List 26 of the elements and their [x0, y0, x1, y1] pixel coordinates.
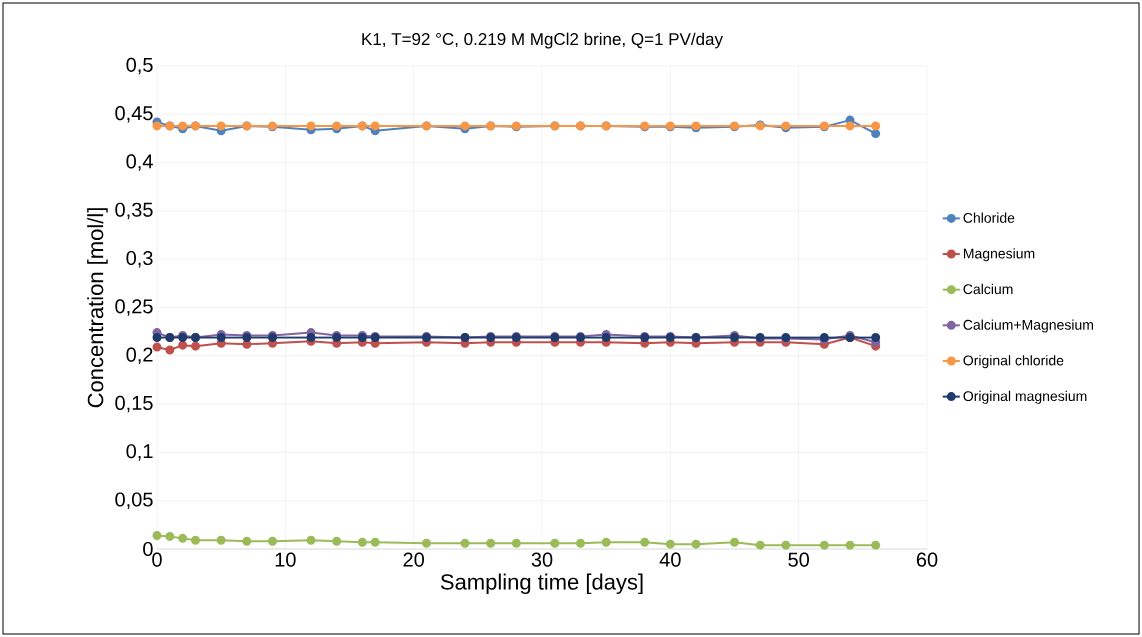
y-tick-label: 0,5 — [126, 57, 153, 75]
legend-label: Magnesium — [963, 248, 1035, 262]
y-tick-label: 0,3 — [126, 250, 153, 268]
y-tick-label: 0,05 — [115, 492, 153, 509]
y-tick-label: 0,25 — [115, 299, 153, 316]
y-tick-label: 0,45 — [115, 106, 153, 123]
x-tick-label: 60 — [916, 552, 938, 567]
chart-title: K1, T=92 °C, 0.219 M MgCl2 brine, Q=1 PV/day — [362, 32, 723, 49]
y-tick-label: 0,2 — [126, 347, 153, 365]
x-axis-title: Sampling time [days] — [440, 573, 643, 595]
legend-label: Chloride — [963, 212, 1015, 223]
x-tick-label: 20 — [403, 552, 424, 567]
legend-label: Original magnesium — [963, 390, 1087, 404]
y-tick-label: 0,15 — [115, 395, 153, 413]
legend-label: Calcium — [963, 283, 1013, 295]
y-tick-label: 0,35 — [115, 202, 153, 220]
x-tick-label: 10 — [275, 552, 296, 567]
x-tick-label: 30 — [531, 552, 553, 567]
x-tick-label: 50 — [788, 552, 810, 567]
legend-label: Original chloride — [963, 355, 1064, 369]
y-tick-label: 0,4 — [126, 154, 153, 171]
x-tick-label: 40 — [659, 552, 681, 567]
legend-label: Calcium+Magnesium — [963, 319, 1093, 333]
y-axis-title: Concentration [mol/l] — [87, 208, 108, 408]
y-tick-label: 0,1 — [126, 444, 153, 461]
y-tick-label: 0 — [143, 541, 153, 557]
